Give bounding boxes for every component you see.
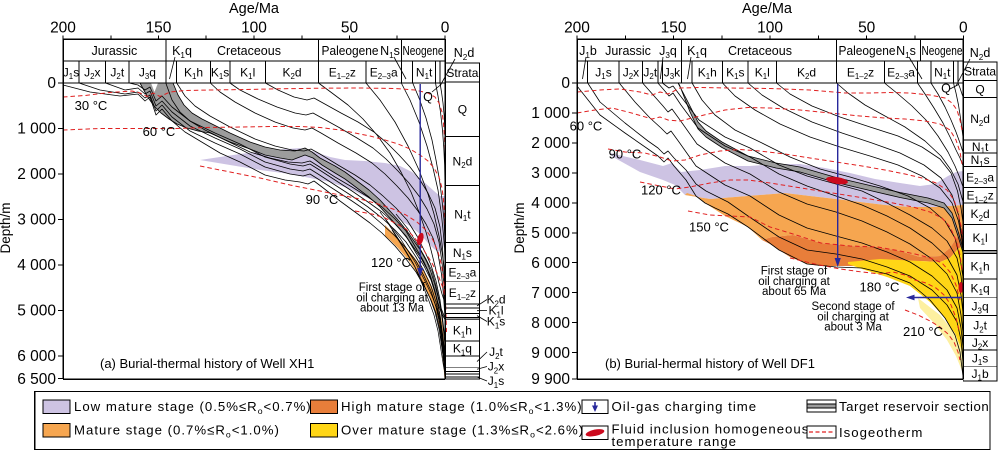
svg-text:60 °C: 60 °C [570, 119, 603, 134]
svg-text:Mature stage (0.7%≤Ro​<1.0%): Mature stage (0.7%≤Ro​<1.0%) [74, 423, 280, 440]
svg-text:8 000: 8 000 [531, 315, 570, 332]
svg-text:Q: Q [941, 82, 951, 96]
svg-text:Jurassic: Jurassic [605, 44, 651, 58]
svg-text:about 13 Ma: about 13 Ma [360, 303, 425, 315]
svg-text:30 °C: 30 °C [75, 98, 108, 113]
svg-text:about 3 Ma: about 3 Ma [824, 322, 882, 334]
svg-text:120 °C: 120 °C [641, 183, 681, 198]
svg-text:7 000: 7 000 [531, 285, 570, 302]
svg-text:Depth/m: Depth/m [512, 202, 527, 253]
svg-text:K1​l: K1​l [973, 231, 988, 247]
svg-text:9 000: 9 000 [531, 345, 570, 362]
svg-text:(a) Burial-thermal history of: (a) Burial-thermal history of Well XH1 [100, 356, 314, 371]
svg-text:Neogene: Neogene [403, 44, 444, 58]
svg-text:60 °C: 60 °C [143, 124, 176, 139]
svg-text:150: 150 [146, 20, 172, 37]
svg-text:Age/Ma: Age/Ma [742, 1, 793, 17]
svg-text:0: 0 [441, 20, 450, 37]
svg-text:Q: Q [458, 103, 467, 117]
svg-text:0: 0 [959, 20, 968, 37]
svg-text:1 000: 1 000 [17, 121, 56, 138]
svg-text:Oil-gas charging time: Oil-gas charging time [612, 399, 758, 414]
svg-text:6 000: 6 000 [17, 348, 56, 365]
svg-text:Paleogene: Paleogene [322, 44, 379, 58]
svg-text:N1​t: N1​t [454, 207, 471, 223]
svg-text:100: 100 [757, 20, 783, 37]
svg-text:2 000: 2 000 [531, 135, 570, 152]
svg-text:temperature range: temperature range [612, 434, 738, 449]
svg-text:High mature stage (1.0%≤Ro​<1.: High mature stage (1.0%≤Ro​<1.3%) [341, 399, 583, 416]
svg-text:Strata: Strata [446, 66, 478, 80]
svg-text:Over mature stage (1.3%≤Ro​<2.: Over mature stage (1.3%≤Ro​<2.6%) [341, 423, 584, 440]
svg-text:Age/Ma: Age/Ma [229, 1, 280, 17]
svg-text:3 000: 3 000 [531, 165, 570, 182]
svg-text:180 °C: 180 °C [860, 280, 900, 295]
svg-text:Target reservoir section: Target reservoir section [839, 399, 989, 414]
svg-text:2 000: 2 000 [17, 166, 56, 183]
svg-text:Cretaceous: Cretaceous [728, 44, 792, 58]
svg-text:Strata: Strata [964, 65, 996, 79]
svg-text:Isogeotherm: Isogeotherm [839, 425, 923, 440]
svg-text:Depth/m: Depth/m [0, 202, 13, 253]
svg-text:Jurassic: Jurassic [91, 44, 137, 58]
svg-text:0: 0 [561, 75, 570, 92]
svg-text:4 000: 4 000 [531, 195, 570, 212]
svg-text:90 °C: 90 °C [306, 192, 339, 207]
svg-text:100: 100 [241, 20, 267, 37]
svg-text:0: 0 [47, 75, 56, 92]
svg-text:50: 50 [858, 20, 876, 37]
svg-text:N1​t: N1​t [934, 65, 951, 81]
svg-text:200: 200 [564, 20, 590, 37]
svg-text:K1​l: K1​l [240, 65, 255, 81]
svg-text:6 000: 6 000 [531, 255, 570, 272]
svg-text:Paleogene: Paleogene [839, 44, 896, 58]
svg-text:9 900: 9 900 [531, 371, 570, 388]
svg-text:90 °C: 90 °C [609, 147, 642, 162]
svg-text:Q: Q [975, 82, 984, 96]
svg-text:6 500: 6 500 [17, 371, 56, 388]
svg-text:(b) Burial-hermal history of W: (b) Burial-hermal history of Well DF1 [605, 356, 815, 371]
svg-text:about 65 Ma: about 65 Ma [762, 286, 827, 298]
svg-text:Low mature stage (0.5%≤Ro​<0.7: Low mature stage (0.5%≤Ro​<0.7%) [74, 399, 312, 416]
svg-text:3 000: 3 000 [17, 212, 56, 229]
svg-text:5 000: 5 000 [17, 303, 56, 320]
svg-text:K1​l: K1​l [755, 65, 770, 81]
svg-text:Q: Q [423, 90, 433, 104]
svg-text:4 000: 4 000 [17, 257, 56, 274]
svg-text:210 °C: 210 °C [903, 324, 943, 339]
svg-text:120 °C: 120 °C [371, 255, 411, 270]
svg-text:150 °C: 150 °C [689, 220, 729, 235]
svg-text:N1​t: N1​t [416, 65, 433, 81]
svg-text:5 000: 5 000 [531, 225, 570, 242]
svg-text:Neogene: Neogene [922, 44, 963, 58]
svg-text:50: 50 [341, 20, 359, 37]
svg-text:150: 150 [661, 20, 687, 37]
svg-text:200: 200 [50, 20, 76, 37]
svg-text:Cretaceous: Cretaceous [217, 44, 281, 58]
svg-text:1 000: 1 000 [531, 105, 570, 122]
